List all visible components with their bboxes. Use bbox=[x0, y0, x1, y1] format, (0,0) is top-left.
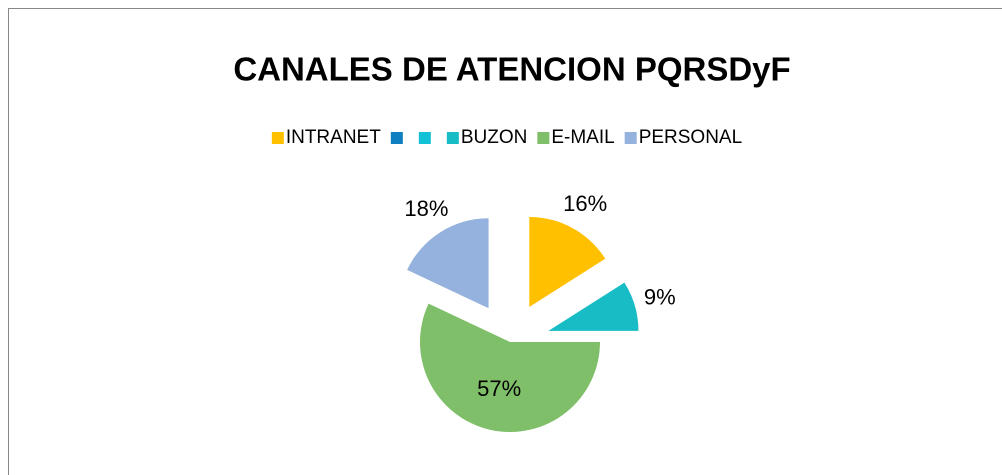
legend-swatch bbox=[537, 132, 550, 144]
legend-label: PERSONAL bbox=[639, 127, 742, 148]
data-label: 18% bbox=[404, 196, 448, 221]
legend-label: E-MAIL bbox=[551, 127, 614, 148]
data-label: 9% bbox=[644, 284, 676, 309]
data-label: 57% bbox=[477, 376, 521, 401]
legend-label: BUZON bbox=[461, 127, 528, 148]
pie-slice bbox=[529, 216, 606, 307]
legend-swatch bbox=[418, 132, 431, 144]
pie-slice bbox=[407, 218, 489, 309]
legend-label: INTRANET bbox=[286, 127, 381, 148]
legend-swatch bbox=[446, 132, 459, 144]
chart-title: CANALES DE ATENCION PQRSDyF bbox=[233, 51, 790, 88]
legend-swatch bbox=[271, 132, 284, 144]
legend: INTRANET BUZON E-MAIL PERSONAL bbox=[271, 127, 742, 148]
data-label: 16% bbox=[563, 191, 607, 216]
legend-swatch bbox=[390, 132, 403, 144]
pie-slice bbox=[420, 303, 600, 432]
pie-slice bbox=[548, 282, 639, 331]
legend-swatch bbox=[624, 132, 637, 144]
